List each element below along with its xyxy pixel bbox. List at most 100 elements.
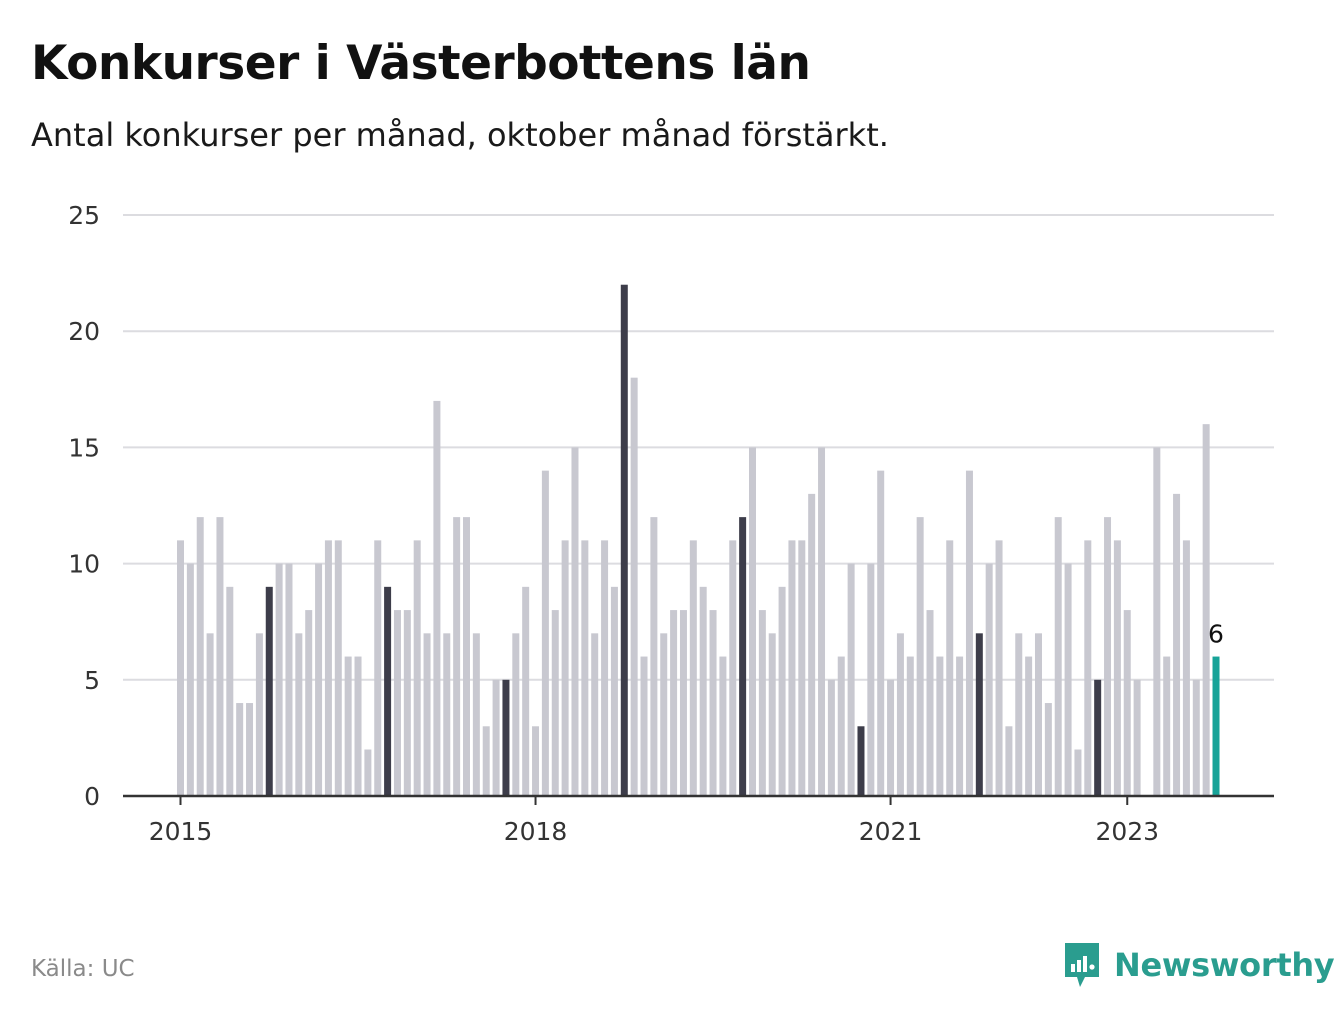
bar	[275, 563, 283, 796]
bar	[1133, 679, 1141, 796]
bar	[1044, 703, 1052, 796]
bar-chart: 0 5 10 15 20 25 2015 2018 2021 2023 6	[68, 201, 1274, 846]
bar	[541, 470, 549, 796]
bar	[995, 540, 1003, 796]
bar	[255, 633, 263, 796]
bar	[492, 679, 500, 796]
bar	[679, 610, 687, 796]
bar	[1005, 726, 1013, 796]
bar	[1153, 447, 1161, 796]
bar	[689, 540, 697, 796]
bar	[729, 540, 737, 796]
bar	[956, 656, 964, 796]
bar	[660, 633, 668, 796]
bar	[591, 633, 599, 796]
bar	[551, 610, 559, 796]
bar	[206, 633, 214, 796]
bar	[443, 633, 451, 796]
bar	[1192, 679, 1200, 796]
bar	[1113, 540, 1121, 796]
bar	[216, 517, 224, 796]
bar	[246, 703, 254, 796]
y-tick-label: 0	[84, 782, 100, 811]
brand-logo[interactable]: Newsworthy	[1062, 940, 1335, 990]
bar-october	[857, 726, 865, 796]
bar	[867, 563, 875, 796]
x-tick-label: 2023	[1095, 817, 1159, 846]
y-tick-label: 15	[68, 433, 100, 462]
bar	[1104, 517, 1112, 796]
bar	[827, 679, 835, 796]
bar	[1034, 633, 1042, 796]
bar	[472, 633, 480, 796]
bar-october	[739, 517, 747, 796]
bar	[946, 540, 954, 796]
bar	[896, 633, 904, 796]
brand-name: Newsworthy	[1114, 946, 1335, 984]
bar	[985, 563, 993, 796]
bar	[305, 610, 313, 796]
source-label: Källa: UC	[31, 956, 135, 982]
bar	[453, 517, 461, 796]
x-tick-label: 2018	[504, 817, 568, 846]
bar	[798, 540, 806, 796]
bar	[610, 586, 618, 796]
bar	[650, 517, 658, 796]
bar	[285, 563, 293, 796]
y-tick-label: 20	[68, 317, 100, 346]
x-tick-label: 2021	[859, 817, 923, 846]
bar	[1025, 656, 1033, 796]
bar-october	[975, 633, 983, 796]
bar	[768, 633, 776, 796]
bar	[186, 563, 194, 796]
bar	[916, 517, 924, 796]
bar	[965, 470, 973, 796]
bar	[295, 633, 303, 796]
bar	[482, 726, 490, 796]
bar	[601, 540, 609, 796]
bar	[1074, 749, 1082, 796]
bar	[571, 447, 579, 796]
bar	[393, 610, 401, 796]
bar	[887, 679, 895, 796]
bar	[1173, 493, 1181, 796]
bar	[630, 377, 638, 796]
newsworthy-logo-icon	[1065, 943, 1099, 987]
y-tick-label: 5	[84, 666, 100, 695]
bar	[196, 517, 204, 796]
bar	[719, 656, 727, 796]
bar	[512, 633, 520, 796]
bar	[403, 610, 411, 796]
bar	[177, 540, 184, 796]
bar	[926, 610, 934, 796]
bar	[1123, 610, 1131, 796]
bar-latest	[1212, 656, 1220, 796]
x-axis-ticks: 2015 2018 2021 2023	[149, 796, 1159, 846]
bar	[315, 563, 323, 796]
bars	[177, 284, 1220, 796]
bar	[808, 493, 816, 796]
grid-lines	[123, 214, 1274, 681]
bar	[778, 586, 786, 796]
bar	[847, 563, 855, 796]
bar	[1202, 424, 1210, 796]
bar	[423, 633, 431, 796]
bar	[640, 656, 648, 796]
bar	[709, 610, 717, 796]
bar-october	[384, 586, 392, 796]
y-tick-label: 10	[68, 550, 100, 579]
bar	[463, 517, 470, 796]
y-axis-ticks: 0 5 10 15 20 25	[68, 201, 100, 811]
bar	[758, 610, 766, 796]
bar	[236, 703, 244, 796]
bar	[818, 447, 826, 796]
bar	[344, 656, 352, 796]
bar	[906, 656, 914, 796]
bar	[877, 470, 885, 796]
bar	[532, 726, 540, 796]
chart-title: Konkurser i Västerbottens län	[31, 36, 811, 91]
bar	[433, 400, 441, 796]
x-tick-label: 2015	[149, 817, 213, 846]
bar	[354, 656, 362, 796]
bar	[413, 540, 421, 796]
